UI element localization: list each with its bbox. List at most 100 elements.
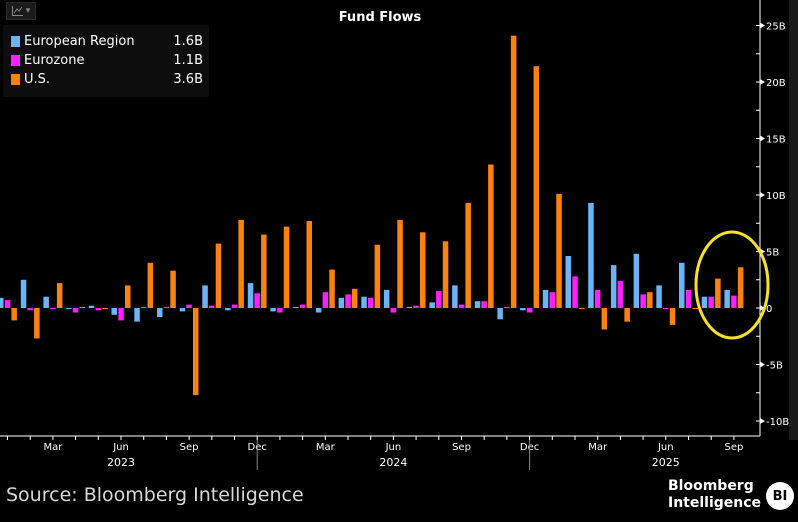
y-tick-label: 10B: [766, 191, 786, 202]
chart-type-button[interactable]: ▾: [6, 2, 36, 20]
bar-u-s-apr-2024: [351, 288, 358, 308]
legend-label: European Region: [24, 34, 135, 49]
bar-u-s-jun-2023: [125, 285, 131, 308]
x-tick-label: Jun: [657, 442, 674, 453]
bar-european-region-may-2023: [88, 305, 95, 308]
x-year-label: 2023: [107, 456, 135, 469]
bar-european-region-mar-2024: [315, 308, 322, 313]
y-tick-label: 0: [766, 304, 772, 315]
x-tick-label: Mar: [588, 442, 608, 453]
bar-eurozone-dec-2023: [254, 293, 260, 308]
bar-european-region-dec-2023: [247, 283, 254, 308]
y-axis: 25B 20B 15B 10B 5B 0 -5B -10B: [756, 0, 789, 436]
bar-u-s-jul-2024: [420, 232, 426, 308]
bar-eurozone-jan-2025: [549, 292, 555, 308]
x-tick-label: Sep: [452, 442, 471, 453]
bar-eurozone-feb-2024: [299, 304, 306, 308]
legend: European Region 1.6B Eurozone 1.1B U.S. …: [3, 25, 209, 97]
bar-u-s-dec-2023: [261, 234, 267, 308]
legend-swatch-european-region: [11, 36, 20, 47]
legend-value: 1.1B: [173, 53, 203, 68]
bar-u-s-jul-2025: [692, 308, 698, 309]
legend-swatch-us: [11, 74, 20, 85]
bar-european-region-aug-2025: [701, 296, 708, 308]
scrollbar-panel[interactable]: [789, 0, 798, 440]
bar-eurozone-jun-2023: [118, 308, 124, 321]
bar-u-s-jul-2023: [147, 262, 154, 308]
bar-u-s-apr-2023: [79, 306, 85, 308]
bar-eurozone-may-2025: [640, 294, 646, 308]
bar-european-region-nov-2024: [497, 308, 503, 320]
bar-eurozone-oct-2024: [481, 301, 487, 308]
bar-eurozone-aug-2025: [708, 296, 714, 308]
legend-item-european-region: European Region 1.6B: [11, 34, 203, 49]
bar-eurozone-nov-2023: [231, 304, 238, 308]
bar-european-region-may-2025: [633, 253, 640, 308]
bar-european-region-oct-2024: [474, 301, 481, 308]
bar-eurozone-jul-2025: [685, 289, 692, 308]
bar-eurozone-feb-2025: [572, 276, 578, 308]
bar-eurozone-jun-2025: [663, 308, 669, 310]
x-tick-label: Mar: [43, 442, 63, 453]
bar-eurozone-jan-2023: [4, 300, 11, 308]
bar-eurozone-jul-2023: [140, 306, 147, 308]
bar-eurozone-mar-2024: [322, 292, 329, 308]
bar-eurozone-apr-2025: [617, 280, 624, 308]
bar-u-s-oct-2023: [215, 243, 222, 308]
bar-eurozone-aug-2023: [163, 306, 170, 308]
bar-european-region-jul-2023: [134, 308, 140, 322]
bar-european-region-feb-2024: [293, 306, 299, 308]
bar-u-s-jan-2025: [556, 193, 562, 308]
bar-european-region-aug-2023: [157, 308, 163, 317]
bar-eurozone-apr-2023: [72, 308, 79, 313]
bar-european-region-aug-2024: [429, 302, 435, 308]
bar-u-s-oct-2024: [488, 164, 494, 308]
bar-u-s-jan-2023: [11, 308, 17, 321]
bar-eurozone-sep-2025: [731, 295, 737, 308]
bar-eurozone-aug-2024: [436, 291, 442, 308]
y-tick-label: 15B: [766, 135, 786, 146]
fund-flows-chart: Fund Flows 25B 20B 15B 10B 5B 0 -5B -10B Mar Jun…: [0, 0, 789, 470]
y-tick-marker: [760, 361, 765, 368]
bars-layer: [0, 35, 744, 395]
source-note: Source: Bloomberg Intelligence: [6, 484, 304, 506]
bar-european-region-jul-2024: [406, 306, 413, 308]
bar-european-region-sep-2025: [724, 289, 730, 308]
bar-u-s-jan-2024: [283, 226, 290, 308]
bar-european-region-may-2024: [361, 296, 367, 308]
chart-title: Fund Flows: [339, 10, 422, 25]
y-tick-marker: [760, 305, 765, 311]
bar-eurozone-may-2023: [95, 308, 101, 311]
bar-eurozone-apr-2024: [345, 294, 351, 308]
bar-eurozone-oct-2023: [209, 305, 215, 308]
bar-u-s-mar-2023: [56, 283, 63, 308]
bar-eurozone-sep-2023: [186, 304, 192, 308]
bar-eurozone-jan-2024: [277, 308, 283, 313]
x-tick-label: Mar: [316, 442, 336, 453]
bar-eurozone-feb-2023: [27, 308, 33, 311]
bar-u-s-jun-2024: [397, 219, 403, 308]
y-tick-marker: [760, 135, 765, 142]
y-tick-marker: [760, 79, 765, 85]
bloomberg-intelligence-logo: Bloomberg Intelligence: [668, 478, 761, 512]
bar-european-region-feb-2023: [20, 279, 27, 309]
bar-european-region-mar-2023: [43, 296, 49, 308]
legend-label: Eurozone: [24, 53, 85, 68]
bar-u-s-sep-2024: [465, 202, 471, 308]
bar-european-region-sep-2024: [452, 285, 458, 308]
y-tick-marker: [760, 22, 765, 29]
bar-u-s-dec-2024: [533, 66, 540, 308]
legend-swatch-eurozone: [11, 55, 20, 66]
bi-badge-icon: BI: [766, 482, 794, 510]
bar-european-region-jun-2023: [111, 308, 117, 315]
y-tick-marker: [760, 192, 765, 198]
legend-label: U.S.: [24, 72, 51, 87]
x-year-label: 2024: [379, 456, 407, 469]
bar-eurozone-dec-2024: [526, 308, 533, 313]
line-chart-icon: [11, 6, 23, 16]
bar-european-region-jun-2024: [383, 289, 390, 308]
highlight-ellipse: [694, 230, 770, 340]
bar-european-region-jul-2025: [679, 262, 685, 308]
logo-line-2: Intelligence: [668, 495, 762, 511]
